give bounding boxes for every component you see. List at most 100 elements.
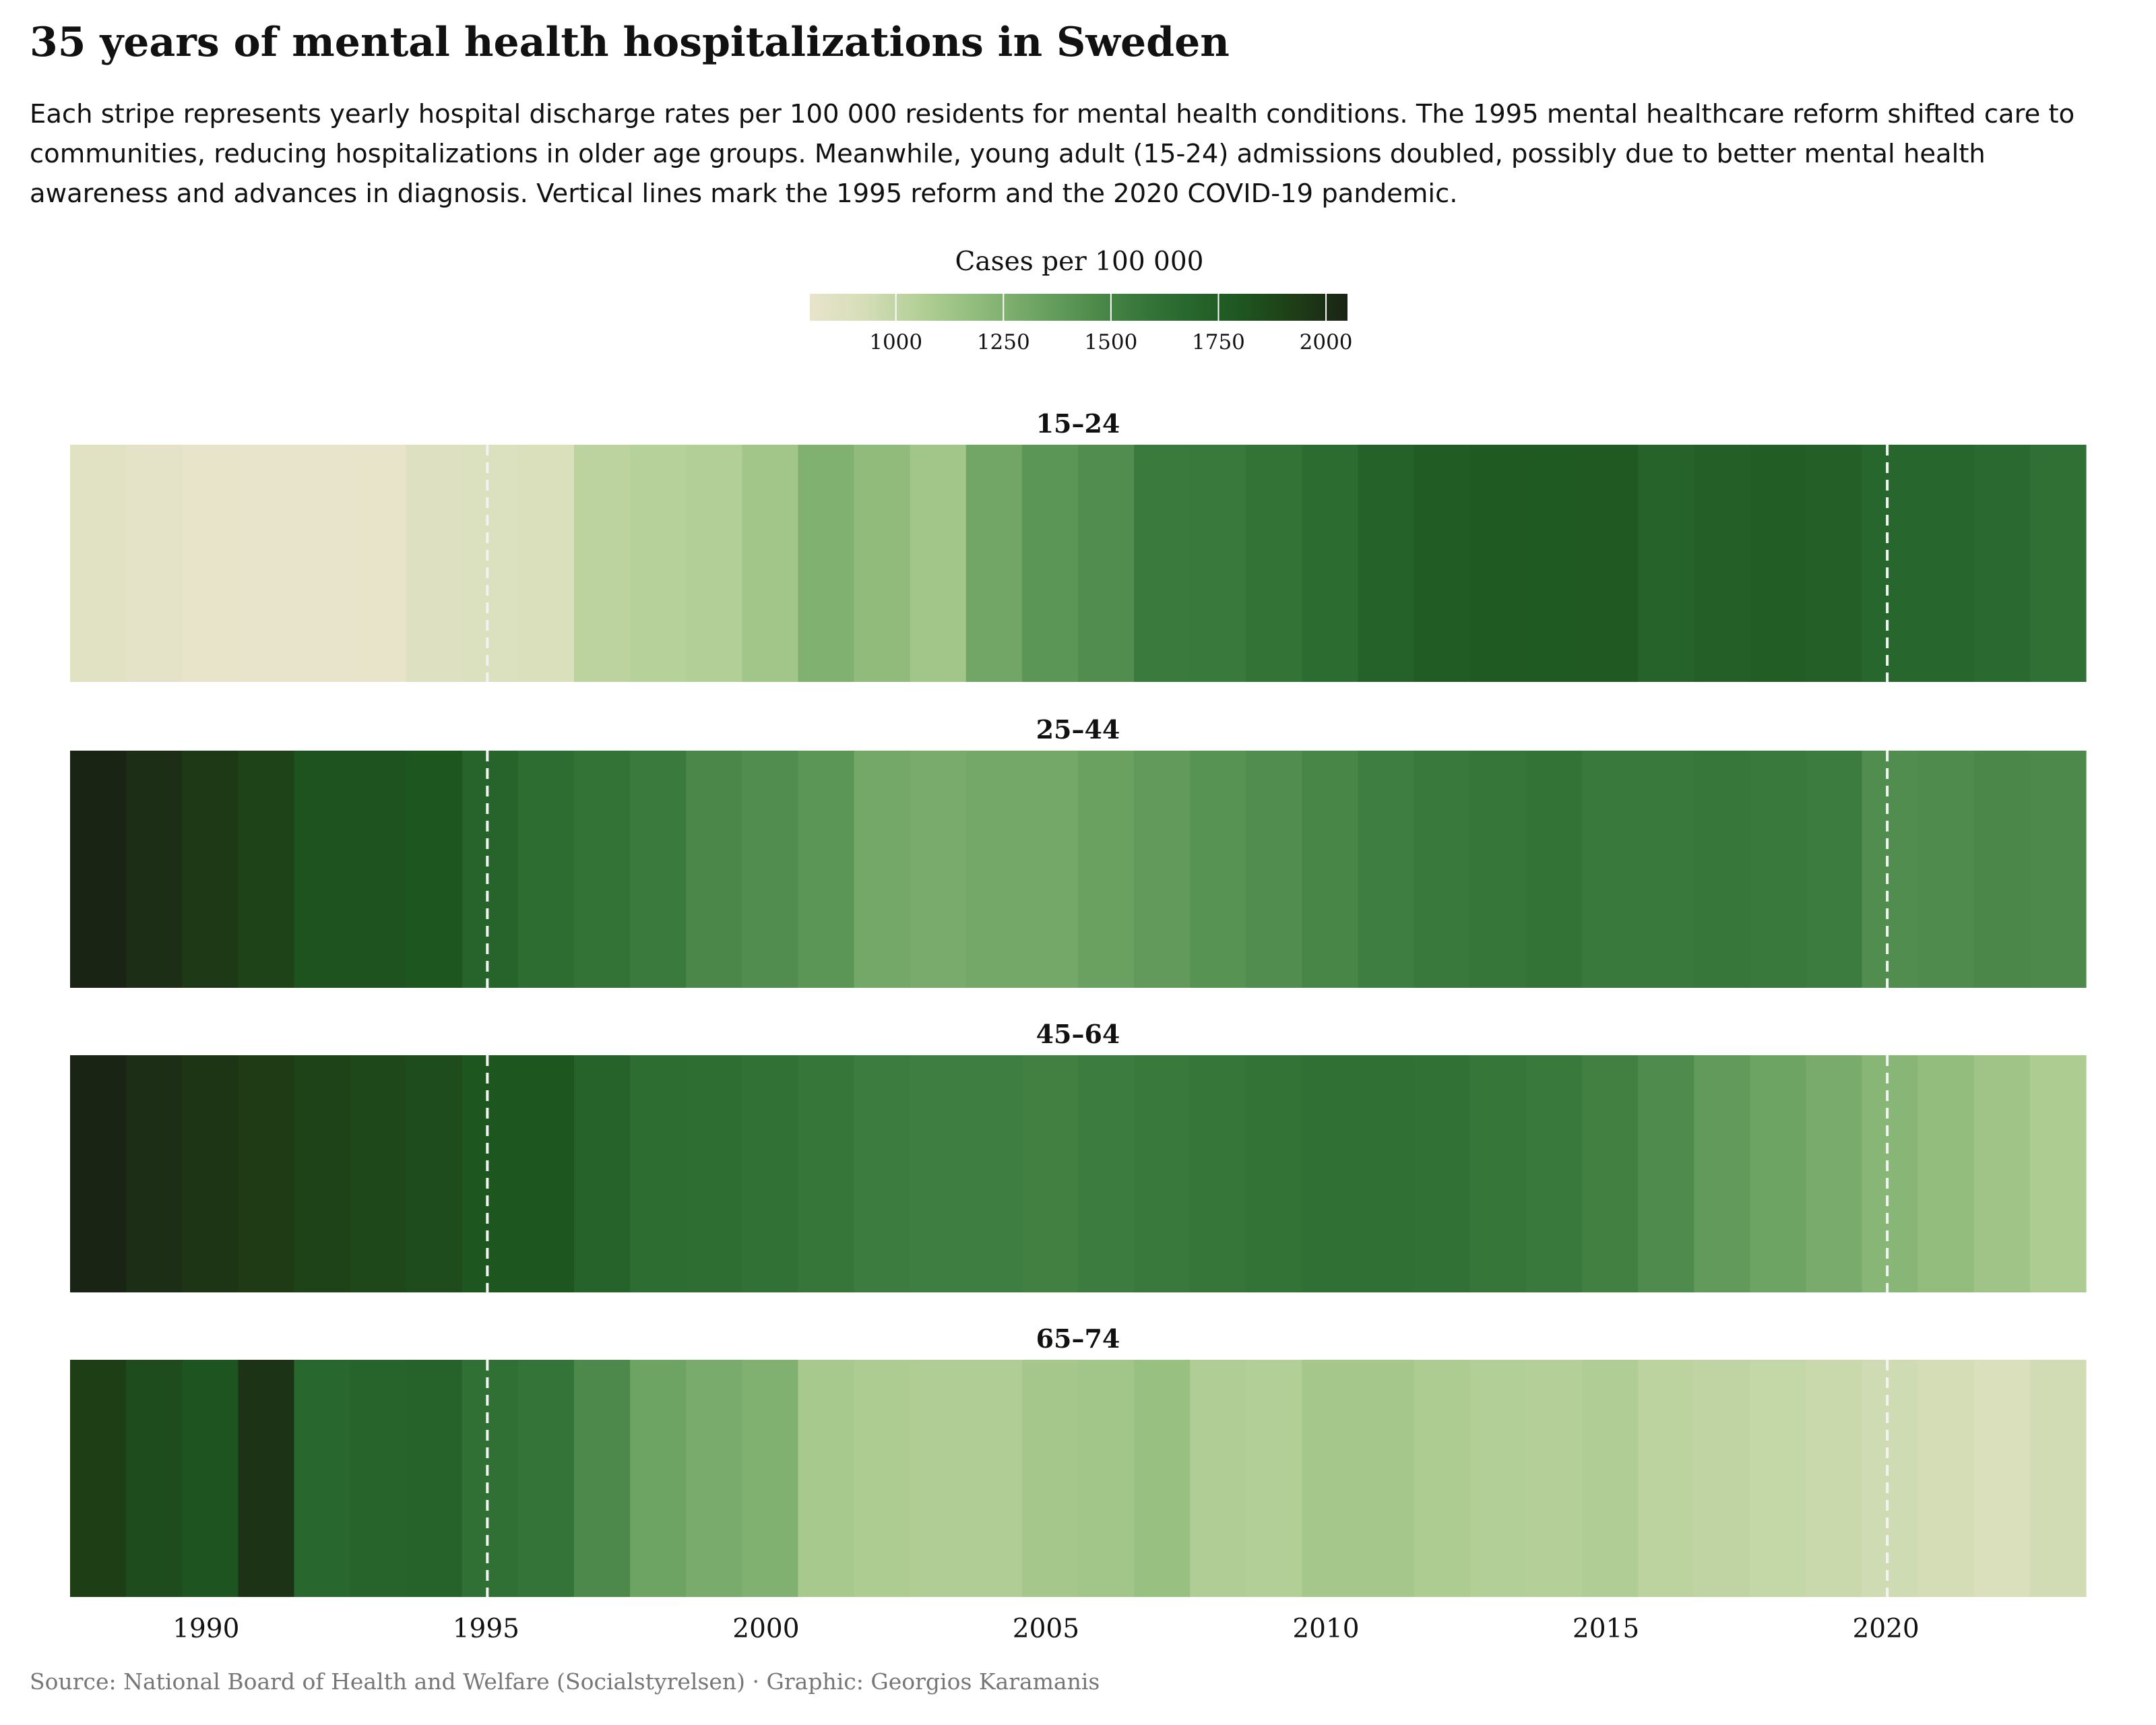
stripe — [1862, 1360, 1919, 1597]
stripe — [1190, 1055, 1246, 1292]
stripe — [1302, 1360, 1359, 1597]
stripe — [574, 1055, 631, 1292]
stripe — [1694, 445, 1750, 682]
stripe — [1414, 751, 1471, 988]
stripe — [1246, 445, 1303, 682]
stripe — [1134, 1055, 1191, 1292]
stripe — [965, 751, 1023, 988]
stripe — [742, 1360, 799, 1597]
stripe — [1469, 1055, 1527, 1292]
color-legend: 1000 1250 1500 1750 2000 — [810, 294, 1353, 354]
stripe — [1638, 1360, 1694, 1597]
stripe — [462, 1055, 519, 1292]
stripe — [1414, 1055, 1471, 1292]
x-tick-label: 1995 — [453, 1614, 519, 1644]
stripe — [1190, 445, 1246, 682]
stripe — [686, 751, 742, 988]
stripe — [1021, 445, 1079, 682]
stripe — [1973, 1055, 2031, 1292]
stripe — [126, 751, 183, 988]
stripe — [1302, 751, 1359, 988]
stripe — [1078, 751, 1135, 988]
stripe — [1973, 1360, 2031, 1597]
stripe — [798, 751, 855, 988]
stripe — [238, 1360, 295, 1597]
stripe — [1469, 751, 1527, 988]
stripe — [238, 751, 295, 988]
stripe — [910, 1360, 967, 1597]
stripe — [1525, 751, 1583, 988]
chart-title: 35 years of mental health hospitalizatio… — [30, 19, 1230, 66]
stripe — [1525, 1360, 1583, 1597]
x-axis: 1990 1995 2000 2005 2010 2015 2020 — [172, 1614, 1920, 1644]
stripe — [406, 751, 463, 988]
stripe — [126, 445, 183, 682]
legend-colorbar — [810, 294, 1348, 321]
stripe — [965, 445, 1023, 682]
stripe — [1358, 445, 1415, 682]
stripe — [1582, 751, 1639, 988]
stripe — [70, 751, 127, 988]
stripe — [630, 1360, 687, 1597]
stripe — [406, 1360, 463, 1597]
stripe — [1021, 751, 1079, 988]
stripe — [630, 1055, 687, 1292]
stripe — [350, 445, 407, 682]
stripe — [1246, 1360, 1303, 1597]
stripe — [1638, 751, 1694, 988]
stripe — [798, 445, 855, 682]
stripe — [1134, 445, 1191, 682]
stripe — [350, 1360, 407, 1597]
stripe — [1694, 751, 1750, 988]
stripe — [1134, 751, 1191, 988]
stripe — [1750, 751, 1807, 988]
source-caption: Source: National Board of Health and Wel… — [30, 1668, 1100, 1695]
stripe — [1414, 1360, 1471, 1597]
stripe — [686, 1055, 742, 1292]
stripe — [517, 445, 575, 682]
stripe — [1078, 1360, 1135, 1597]
stripe — [1638, 1055, 1694, 1292]
stripe — [1582, 445, 1639, 682]
panel-label: 25–44 — [1036, 714, 1120, 745]
stripe — [1358, 1055, 1415, 1292]
stripe — [126, 1055, 183, 1292]
panel-label: 15–24 — [1036, 408, 1120, 439]
stripe — [965, 1055, 1023, 1292]
stripe — [965, 1360, 1023, 1597]
stripe — [1302, 1055, 1359, 1292]
stripe — [2029, 445, 2087, 682]
stripe — [1694, 1360, 1750, 1597]
stripe — [1021, 1360, 1079, 1597]
stripe — [406, 445, 463, 682]
stripe — [1078, 445, 1135, 682]
stripe — [910, 445, 967, 682]
stripe — [350, 1055, 407, 1292]
stripe — [1750, 1360, 1807, 1597]
stripe — [630, 445, 687, 682]
stripe — [462, 751, 519, 988]
stripe — [1358, 751, 1415, 988]
legend-tick-label: 1000 — [869, 330, 922, 354]
stripe — [1246, 751, 1303, 988]
stripe — [238, 445, 295, 682]
stripe — [574, 445, 631, 682]
stripe — [574, 751, 631, 988]
stripe — [1806, 1055, 1863, 1292]
stripe — [1694, 1055, 1750, 1292]
stripe — [1917, 751, 1975, 988]
stripe — [1750, 445, 1807, 682]
stripe — [1638, 445, 1694, 682]
stripe — [1302, 445, 1359, 682]
stripe — [1414, 445, 1471, 682]
panel-65–74: 65–74 — [70, 1323, 2087, 1597]
stripe — [70, 445, 127, 682]
stripe — [1806, 445, 1863, 682]
stripe — [350, 751, 407, 988]
stripe — [1078, 1055, 1135, 1292]
panel-45–64: 45–64 — [70, 1019, 2087, 1292]
stripe — [294, 445, 351, 682]
x-tick-label: 2010 — [1292, 1614, 1359, 1644]
stripe — [1525, 445, 1583, 682]
